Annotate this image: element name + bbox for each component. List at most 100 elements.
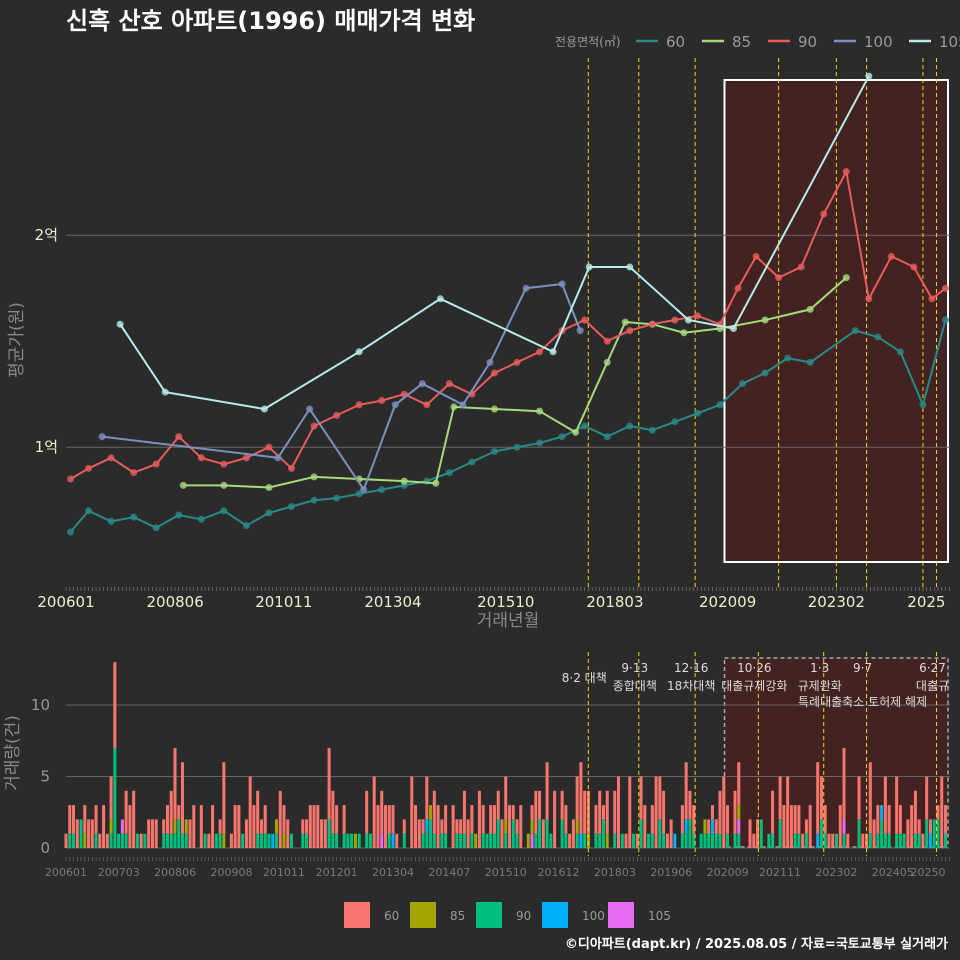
volume-bar-90 [699, 833, 703, 848]
volume-bar-60 [786, 776, 790, 848]
volume-bar-60 [804, 819, 808, 834]
volume-bar-85 [429, 805, 433, 820]
data-point-90 [310, 422, 318, 430]
volume-bar-60 [492, 805, 496, 834]
volume-bar-60 [628, 776, 632, 848]
volume-bar-90 [703, 833, 707, 848]
volume-bar-60 [372, 776, 376, 848]
volume-bar-60 [564, 805, 568, 834]
data-point-90 [887, 252, 895, 260]
volume-bar-85 [504, 819, 508, 834]
volume-bar-60 [259, 819, 263, 834]
data-point-105 [549, 348, 557, 356]
volume-bar-90 [117, 833, 121, 848]
volume-legend-swatch-85 [410, 902, 436, 928]
policy-date: 1·3 [810, 661, 829, 675]
volume-bar-90 [688, 819, 692, 848]
volume-bar-90 [489, 833, 493, 848]
volume-bar-60 [718, 790, 722, 834]
volume-bar-60 [928, 819, 932, 834]
data-point-85 [680, 329, 688, 337]
volume-bar-90 [601, 819, 605, 848]
data-point-60 [761, 369, 769, 377]
data-point-90 [197, 454, 205, 462]
volume-bar-60 [613, 790, 617, 834]
volume-bar-90 [534, 833, 538, 848]
volume-bar-60 [451, 805, 455, 848]
volume-bars [64, 662, 947, 848]
volume-bar-60 [601, 805, 605, 820]
data-point-85 [572, 428, 580, 436]
volume-bar-90 [79, 819, 83, 848]
volume-bar-90 [421, 833, 425, 848]
volume-bar-105 [120, 819, 124, 834]
volume-bar-90 [173, 833, 177, 848]
data-point-60 [468, 458, 476, 466]
data-point-60 [130, 513, 138, 521]
volume-bar-90 [492, 833, 496, 848]
data-point-60 [67, 528, 75, 536]
volume-bar-60 [504, 776, 508, 820]
volume-bar-60 [545, 762, 549, 820]
volume-bar-60 [579, 762, 583, 834]
legend-label-60: 60 [666, 33, 685, 51]
volume-bar-60 [87, 819, 91, 848]
data-point-90 [581, 316, 589, 324]
volume-bar-60 [323, 819, 327, 848]
data-point-90 [445, 380, 453, 388]
data-point-60 [378, 486, 386, 494]
volume-bar-90 [560, 819, 564, 848]
volume-bar-60 [530, 805, 534, 820]
volume-bar-60 [425, 776, 429, 820]
volume-bar-90 [387, 833, 391, 848]
volume-x-tick-label: 201304 [372, 866, 414, 879]
volume-legend-swatch-60 [344, 902, 370, 928]
data-point-90 [928, 295, 936, 303]
volume-bar-60 [883, 776, 887, 834]
volume-bar-60 [538, 790, 542, 820]
data-point-85 [432, 479, 440, 487]
volume-bar-60 [782, 805, 786, 848]
volume-bar-90 [868, 833, 872, 848]
volume-bar-60 [688, 790, 692, 820]
volume-bar-90 [331, 833, 335, 848]
volume-legend-swatch-90 [476, 902, 502, 928]
x-tick-label: 201803 [586, 593, 643, 611]
volume-bar-60 [335, 805, 339, 834]
volume-bar-60 [541, 819, 545, 848]
volume-bar-60 [868, 762, 872, 834]
volume-x-tick-label: 200703 [98, 866, 140, 879]
data-point-90 [107, 454, 115, 462]
volume-bar-60 [887, 805, 891, 834]
volume-bar-90 [819, 819, 823, 848]
volume-bar-90 [594, 833, 598, 848]
volume-bar-60 [583, 790, 587, 834]
volume-bar-90 [710, 833, 714, 848]
volume-bar-90 [342, 833, 346, 848]
volume-bar-60 [650, 805, 654, 834]
data-point-90 [910, 263, 918, 271]
volume-bar-85 [184, 819, 188, 834]
volume-bar-60 [507, 805, 512, 848]
volume-bar-60 [838, 805, 842, 848]
volume-bar-90 [274, 833, 278, 848]
volume-legend-label-85: 85 [450, 909, 465, 923]
data-point-90 [355, 401, 363, 409]
data-point-60 [265, 509, 273, 517]
volume-bar-90 [549, 833, 553, 848]
volume-bar-90 [120, 833, 124, 848]
data-point-100 [558, 280, 566, 288]
volume-bar-85 [353, 833, 357, 848]
volume-bar-60 [244, 819, 248, 848]
volume-bar-90 [72, 833, 76, 848]
volume-bar-60 [553, 790, 557, 848]
volume-bar-60 [756, 819, 760, 848]
volume-bar-90 [538, 819, 542, 848]
volume-bar-60 [594, 805, 598, 834]
volume-bar-60 [515, 819, 519, 834]
volume-bar-60 [568, 833, 572, 848]
volume-bar-60 [643, 805, 647, 848]
data-point-90 [220, 460, 228, 468]
volume-bar-60 [331, 790, 335, 834]
volume-x-tick-label: 201510 [485, 866, 527, 879]
